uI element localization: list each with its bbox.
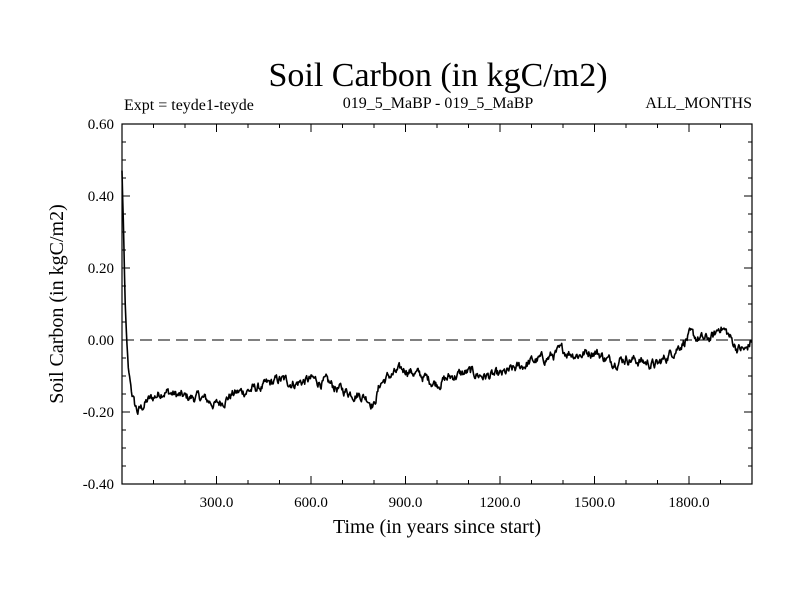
chart-title: Soil Carbon (in kgC/m2) xyxy=(268,57,607,94)
y-axis-ticks: -0.40 -0.20 0.00 0.20 0.40 0.60 xyxy=(83,117,752,493)
x-tick-label: 1500.0 xyxy=(574,495,615,511)
x-axis-label: Time (in years since start) xyxy=(333,516,541,538)
plot-area xyxy=(121,123,753,485)
y-axis-label: Soil Carbon (in kgC/m2) xyxy=(46,204,68,403)
y-tick-label: 0.00 xyxy=(88,333,114,349)
x-axis-ticks: 300.0 600.0 900.0 1200.0 1500.0 1800.0 xyxy=(153,124,721,511)
y-tick-label: 0.20 xyxy=(88,261,114,277)
x-tick-label: 300.0 xyxy=(200,495,234,511)
x-tick-label: 1200.0 xyxy=(479,495,520,511)
period-label: 019_5_MaBP - 019_5_MaBP xyxy=(343,95,534,112)
y-tick-label: 0.60 xyxy=(88,117,114,133)
soil-carbon-series-line xyxy=(121,170,753,415)
experiment-label: Expt = teyde1-teyde xyxy=(124,97,254,114)
y-tick-label: 0.40 xyxy=(88,189,114,205)
x-tick-label: 900.0 xyxy=(389,495,423,511)
x-tick-label: 1800.0 xyxy=(668,495,709,511)
months-label: ALL_MONTHS xyxy=(645,95,752,112)
y-tick-label: -0.40 xyxy=(83,477,114,493)
y-tick-label: -0.20 xyxy=(83,405,114,421)
x-tick-label: 600.0 xyxy=(294,495,328,511)
